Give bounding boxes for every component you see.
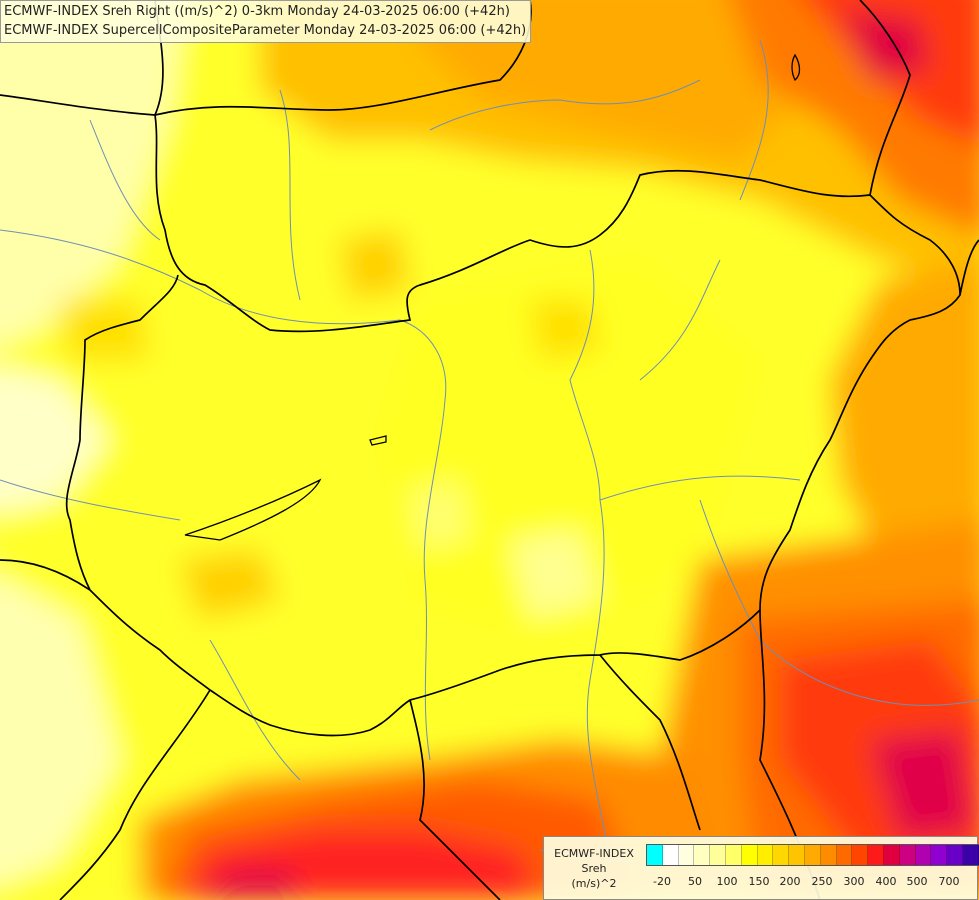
legend-title-product: ECMWF-INDEX <box>554 847 634 860</box>
legend-swatch <box>899 845 916 865</box>
legend-title-unit: (m/s)^2 <box>571 877 617 890</box>
legend-tick-label: 500 <box>906 875 928 888</box>
map-title-box: ECMWF-INDEX Sreh Right ((m/s)^2) 0-3km M… <box>0 0 532 43</box>
legend-tick-label: -20 <box>653 875 671 888</box>
legend-title-parameter: Sreh <box>581 862 607 875</box>
legend-tick-label: 50 <box>688 875 702 888</box>
legend-swatch <box>694 845 711 865</box>
color-legend: ECMWF-INDEX Sreh (m/s)^2 -20 50 100 150 200 2… <box>543 836 979 900</box>
legend-swatch <box>962 845 979 865</box>
legend-swatch <box>804 845 821 865</box>
legend-tick-label: 250 <box>811 875 833 888</box>
legend-tick-label: 150 <box>748 875 770 888</box>
title-sreh: ECMWF-INDEX Sreh Right ((m/s)^2) 0-3km M… <box>4 4 510 19</box>
legend-swatch <box>915 845 932 865</box>
legend-swatches <box>646 844 979 866</box>
legend-swatch <box>757 845 774 865</box>
legend-swatch <box>725 845 742 865</box>
legend-swatch <box>741 845 758 865</box>
rivers <box>0 39 979 865</box>
legend-swatch <box>820 845 837 865</box>
legend-swatch <box>789 845 805 865</box>
legend-swatch <box>868 845 884 865</box>
lakes <box>184 53 801 541</box>
legend-swatch <box>931 845 948 865</box>
legend-swatch <box>678 845 695 865</box>
title-scp: ECMWF-INDEX SupercellCompositeParameter … <box>4 23 527 38</box>
legend-tick-label: 400 <box>875 875 897 888</box>
legend-swatch <box>852 845 869 865</box>
legend-tick-label: 300 <box>843 875 865 888</box>
legend-swatch <box>662 845 679 865</box>
legend-swatch <box>836 845 853 865</box>
legend-tick-label: 200 <box>779 875 801 888</box>
legend-tick-label: 100 <box>716 875 738 888</box>
legend-swatch <box>773 845 790 865</box>
legend-swatch <box>710 845 726 865</box>
legend-swatch <box>947 845 963 865</box>
legend-tick-label: 700 <box>938 875 960 888</box>
legend-swatch <box>883 845 900 865</box>
legend-swatch <box>647 845 663 865</box>
